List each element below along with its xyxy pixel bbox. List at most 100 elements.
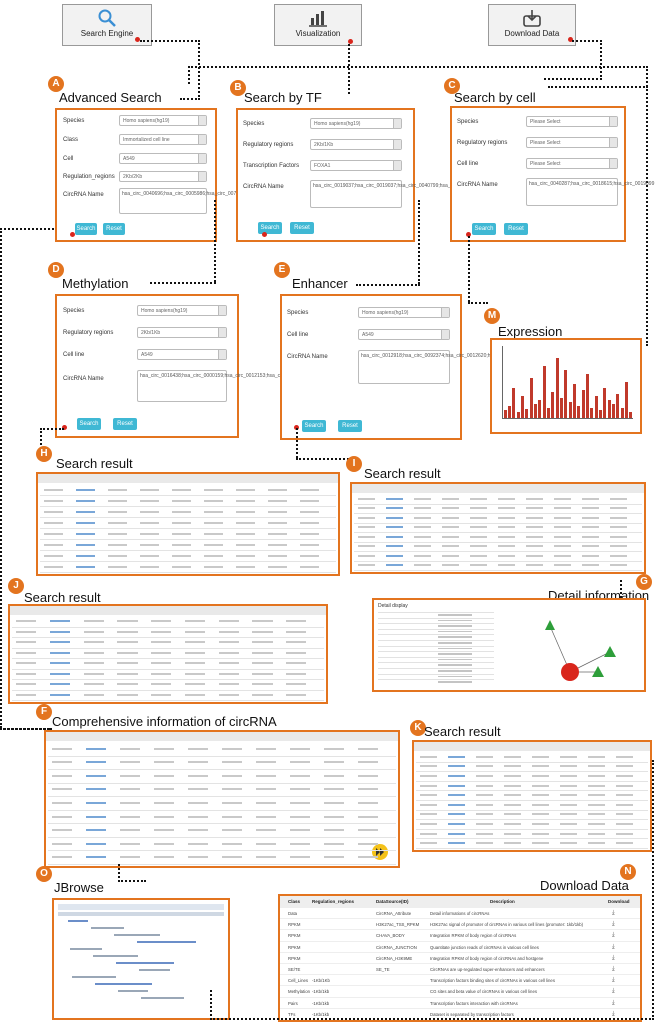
class-select[interactable]: Immortalized cell line bbox=[119, 134, 207, 145]
reset-button[interactable]: Reset bbox=[113, 418, 137, 430]
circrna-textarea[interactable]: hsa_circ_0040696;hsa_circ_0005986;hsa_ci… bbox=[119, 188, 329, 214]
species-select[interactable]: Homo sapiens(hg19) bbox=[310, 118, 402, 129]
jbrowse-feature[interactable] bbox=[118, 990, 148, 992]
tf-node[interactable] bbox=[545, 620, 555, 630]
table-row[interactable] bbox=[416, 819, 648, 821]
species-select[interactable]: Homo sapiens(hg19) bbox=[137, 305, 227, 316]
jbrowse-feature[interactable] bbox=[141, 997, 184, 999]
table-row[interactable] bbox=[416, 761, 648, 763]
table-row[interactable] bbox=[48, 769, 396, 771]
download-icon[interactable]: ⤓ bbox=[612, 977, 615, 984]
table-row[interactable] bbox=[48, 755, 396, 757]
download-icon[interactable]: ⤓ bbox=[612, 999, 615, 1006]
table-row[interactable] bbox=[48, 809, 396, 811]
table-row[interactable] bbox=[40, 517, 336, 518]
table-row[interactable] bbox=[354, 532, 642, 533]
table-row[interactable] bbox=[354, 503, 642, 505]
search-button[interactable]: Search bbox=[77, 418, 101, 430]
search-button[interactable]: Search bbox=[302, 420, 326, 432]
cell-line-select[interactable]: Please Select bbox=[526, 158, 618, 169]
table-row[interactable] bbox=[40, 561, 336, 562]
download-icon[interactable]: ⤓ bbox=[612, 988, 615, 995]
table-row[interactable] bbox=[354, 551, 642, 552]
table-row[interactable] bbox=[416, 838, 648, 840]
table-row[interactable] bbox=[40, 506, 336, 507]
search-button[interactable]: Search bbox=[75, 223, 97, 235]
circrna-textarea[interactable]: hsa_circ_0012918;hsa_circ_0092374;hsa_ci… bbox=[358, 350, 571, 384]
tf-node[interactable] bbox=[604, 646, 616, 657]
table-row[interactable] bbox=[48, 823, 396, 825]
circrna-textarea[interactable]: hsa_circ_0019037;hsa_circ_0019037;hsa_ci… bbox=[310, 180, 520, 208]
circrna-node[interactable] bbox=[561, 663, 579, 681]
table-row[interactable] bbox=[12, 668, 324, 670]
table-row[interactable] bbox=[40, 528, 336, 529]
jbrowse-feature[interactable] bbox=[91, 927, 124, 929]
table-row[interactable] bbox=[416, 809, 648, 811]
search-button[interactable]: Search bbox=[472, 223, 496, 235]
jbrowse-feature[interactable] bbox=[95, 983, 152, 985]
table-row[interactable] bbox=[416, 790, 648, 792]
download-icon[interactable]: ⤓ bbox=[612, 910, 615, 916]
jbrowse-feature[interactable] bbox=[72, 976, 116, 978]
reset-button[interactable]: Reset bbox=[338, 420, 362, 432]
table-row[interactable] bbox=[40, 572, 336, 573]
table-row[interactable] bbox=[12, 679, 324, 680]
table-row[interactable] bbox=[48, 836, 396, 838]
table-row[interactable] bbox=[12, 637, 324, 638]
table-row[interactable] bbox=[48, 864, 396, 865]
table-row[interactable] bbox=[354, 570, 642, 571]
circrna-textarea[interactable]: hsa_circ_0040287;hsa_circ_0018615;hsa_ci… bbox=[526, 178, 654, 206]
table-row[interactable] bbox=[12, 658, 324, 659]
jbrowse-feature[interactable] bbox=[68, 920, 88, 922]
tf-node[interactable] bbox=[592, 666, 604, 677]
jbrowse-feature[interactable] bbox=[137, 941, 196, 943]
regions-select[interactable]: 2Kb/1Kb bbox=[137, 327, 227, 338]
table-row[interactable] bbox=[48, 782, 396, 784]
download-icon[interactable]: ⤓ bbox=[612, 921, 615, 928]
regions-select[interactable]: 2Kb/2Kb bbox=[119, 171, 207, 182]
table-row[interactable] bbox=[354, 541, 642, 543]
species-select[interactable]: Please Select bbox=[526, 116, 618, 127]
table-row[interactable] bbox=[40, 539, 336, 540]
reset-button[interactable]: Reset bbox=[504, 223, 528, 235]
table-row[interactable] bbox=[48, 850, 396, 852]
jbrowse-feature[interactable] bbox=[116, 962, 174, 964]
species-select[interactable]: Homo sapiens(hg19) bbox=[358, 307, 450, 318]
jbrowse-feature[interactable] bbox=[93, 955, 138, 957]
table-row[interactable] bbox=[12, 647, 324, 649]
table-row[interactable] bbox=[354, 560, 642, 562]
jbrowse-feature[interactable] bbox=[114, 934, 160, 936]
table-row[interactable] bbox=[416, 800, 648, 801]
table-row[interactable] bbox=[354, 522, 642, 524]
table-row[interactable] bbox=[12, 700, 324, 701]
species-select[interactable]: Homo sapiens(hg19) bbox=[119, 115, 207, 126]
play-button[interactable] bbox=[372, 844, 388, 860]
cell-line-select[interactable]: A549 bbox=[137, 349, 227, 360]
table-row[interactable] bbox=[48, 796, 396, 798]
download-icon[interactable]: ⤓ bbox=[612, 966, 615, 972]
table-row[interactable] bbox=[354, 513, 642, 514]
reset-button[interactable]: Reset bbox=[103, 223, 125, 235]
search-engine-nav[interactable]: Search Engine bbox=[62, 4, 152, 46]
download-icon[interactable]: ⤓ bbox=[612, 954, 615, 961]
jbrowse-toolbar[interactable] bbox=[58, 904, 224, 910]
tf-select[interactable]: FOXA1 bbox=[310, 160, 402, 171]
visualization-nav[interactable]: Visualization bbox=[274, 4, 362, 46]
table-row[interactable] bbox=[416, 780, 648, 782]
table-row[interactable] bbox=[40, 495, 336, 496]
table-row[interactable] bbox=[416, 828, 648, 830]
table-row[interactable] bbox=[12, 626, 324, 628]
reset-button[interactable]: Reset bbox=[290, 222, 314, 234]
jbrowse-feature[interactable] bbox=[70, 948, 102, 950]
table-row[interactable] bbox=[416, 848, 648, 849]
table-row[interactable] bbox=[12, 689, 324, 691]
regions-select[interactable]: Please Select bbox=[526, 137, 618, 148]
table-row[interactable] bbox=[40, 550, 336, 551]
download-icon[interactable]: ⤓ bbox=[612, 943, 615, 950]
download-icon[interactable]: ⤓ bbox=[612, 1010, 615, 1017]
jbrowse-feature[interactable] bbox=[139, 969, 170, 971]
cell-select[interactable]: A549 bbox=[119, 153, 207, 164]
circrna-textarea[interactable]: hsa_circ_0016438;hsa_circ_0000159;hsa_ci… bbox=[137, 370, 350, 402]
download-icon[interactable]: ⤓ bbox=[612, 932, 615, 939]
regions-select[interactable]: 2Kb/1Kb bbox=[310, 139, 402, 150]
